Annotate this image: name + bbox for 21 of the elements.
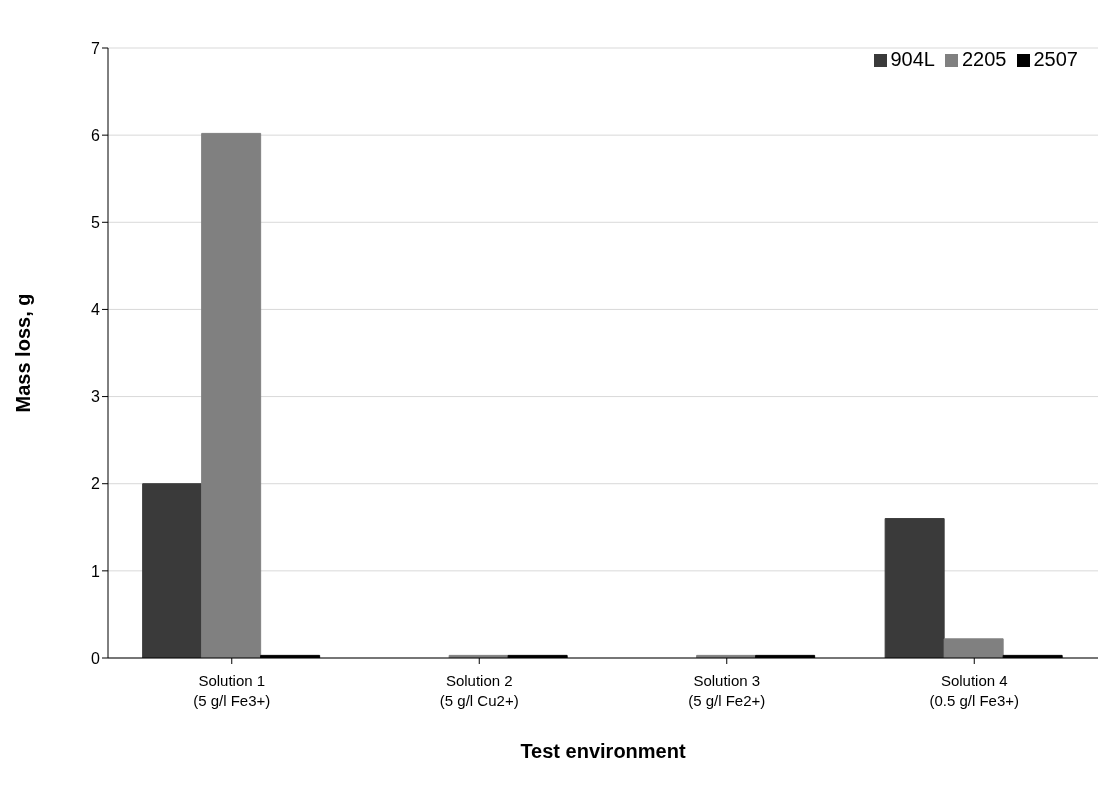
- y-tick-label: 1: [91, 562, 101, 580]
- y-tick-label: 3: [91, 388, 101, 406]
- y-tick-label: 4: [91, 301, 101, 319]
- bar: [884, 518, 945, 658]
- x-tick-label: Solution 2 (5 g/l Cu2+): [439, 672, 519, 709]
- y-tick-label: 0: [91, 649, 101, 667]
- x-tick-label: Solution 4 (0.5 g/l Fe3+): [929, 672, 1020, 709]
- x-tick-label: Solution 1 (5 g/l Fe3+): [193, 672, 271, 709]
- x-axis-title: Test environment: [520, 740, 686, 762]
- x-tick-label: Solution 3 (5 g/l Fe2+): [688, 672, 766, 709]
- y-tick-label: 7: [91, 39, 101, 57]
- y-tick-label: 6: [91, 126, 101, 144]
- legend-label: 2507: [1033, 48, 1078, 70]
- legend-label: 2205: [962, 48, 1007, 70]
- y-axis-title: Mass loss, g: [12, 293, 35, 413]
- bar: [201, 132, 262, 658]
- legend-label: 904L: [890, 48, 935, 70]
- y-tick-label: 5: [91, 213, 101, 231]
- y-tick-label: 2: [91, 475, 101, 493]
- bar: [943, 638, 1004, 658]
- bar: [142, 483, 203, 658]
